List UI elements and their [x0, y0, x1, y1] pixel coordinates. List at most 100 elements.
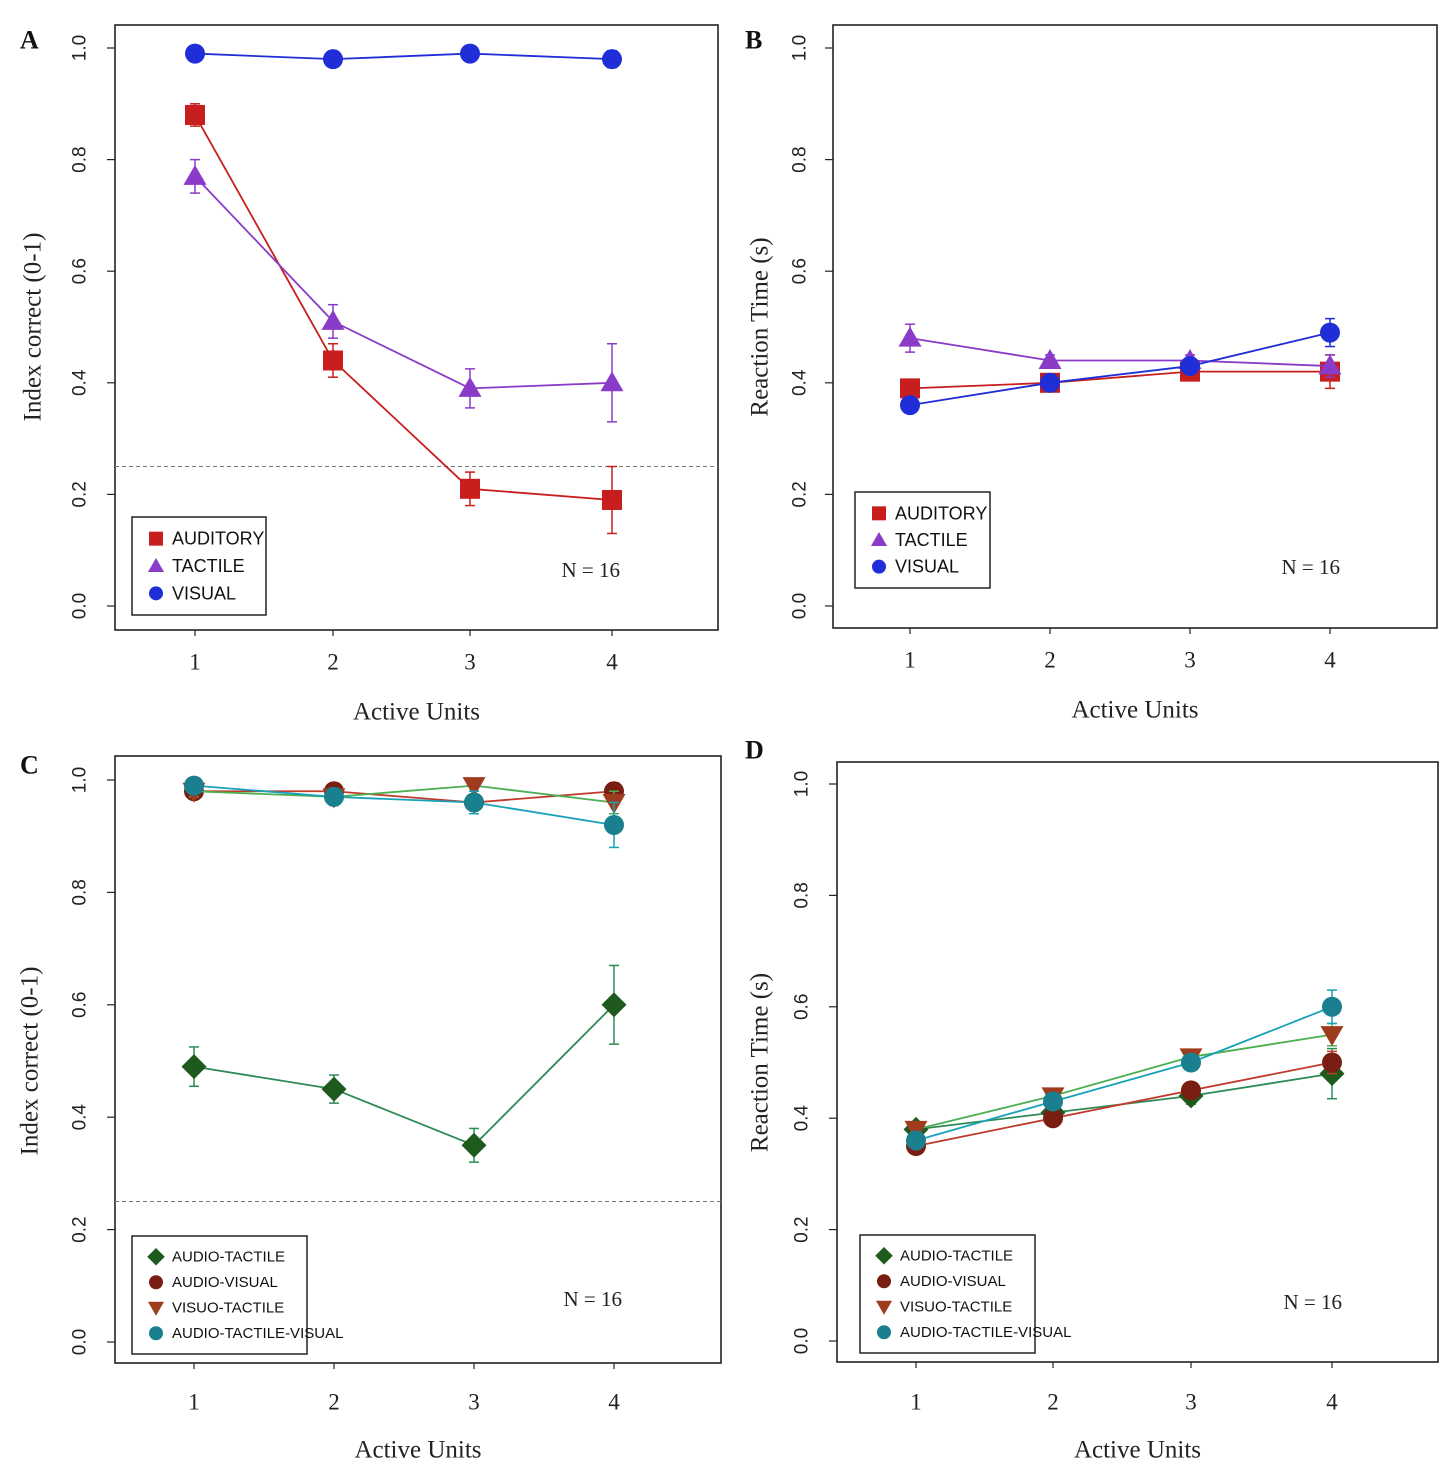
panel-c-series-audio-tactile-point: [181, 1054, 207, 1080]
panel-a-ytick-label: 0.6: [70, 258, 91, 284]
panel-a-series-auditory-point: [185, 104, 205, 125]
panel-d-xtick-label: 2: [1047, 1390, 1059, 1415]
panel-a-series-tactile-line: [194, 175, 613, 390]
panel-c-series-visuo-tactile-line: [193, 784, 615, 804]
panel-d-series-audio-visual-line: [915, 1061, 1333, 1147]
panel-c-legend-audio-visual-marker: [149, 1275, 163, 1290]
panel-b-series-visual-point: [900, 395, 920, 416]
panel-d-ytick-label: 0.6: [792, 994, 813, 1020]
panel-a-series-auditory-line: [194, 114, 613, 501]
panel-d-ytick-label: 0.8: [792, 882, 813, 908]
panel-c-ytick-label: 0.8: [70, 879, 91, 905]
panel-c-n-annotation: N = 16: [563, 1287, 622, 1311]
panel-c-legend-audio-tactile-visual-label: AUDIO-TACTILE-VISUAL: [172, 1325, 343, 1342]
panel-b-series-tactile-point: [1318, 354, 1342, 375]
panel-b-ytick-label: 1.0: [790, 35, 811, 61]
panel-a-series-auditory-point: [323, 350, 343, 371]
panel-c-xtick-label: 4: [608, 1390, 620, 1415]
panel-c-ytick-label: 0.0: [70, 1329, 91, 1355]
panel-d-legend-audio-tactile-label: AUDIO-TACTILE: [900, 1247, 1013, 1264]
panel-c-ytick-label: 0.4: [70, 1104, 91, 1131]
panel-d-ytick-label: 0.0: [792, 1328, 813, 1354]
panel-a-legend-tactile-label: TACTILE: [172, 556, 245, 576]
panel-b-series-tactile-point: [898, 326, 922, 347]
panel-c-ytick-label: 1.0: [70, 767, 91, 793]
panel-c-legend-audio-visual-label: AUDIO-VISUAL: [172, 1274, 278, 1291]
panel-b-legend-auditory-label: AUDITORY: [895, 503, 987, 523]
panel-d-series-audio-visual-point: [1181, 1080, 1201, 1101]
panel-a-xtick-label: 1: [189, 650, 201, 675]
panel-d-series-visuo-tactile-point: [1320, 1026, 1344, 1047]
panel-b-legend-tactile-marker: [870, 531, 888, 546]
panel-b-legend-visual-label: VISUAL: [895, 557, 959, 577]
panel-d-series-audio-tactile-visual-point: [1043, 1091, 1063, 1112]
panel-d-plot-frame: [836, 761, 1439, 1363]
panel-b-series-tactile-line: [909, 337, 1331, 367]
panel-d-series-audio-tactile-visual-point: [906, 1130, 926, 1151]
panel-c-y-axis-label: Index correct (0-1): [17, 967, 44, 1156]
panel-c-series-audio-tactile-point: [601, 992, 627, 1018]
panel-a-series-visual-point: [602, 49, 622, 70]
panel-b-ytick-label: 0.8: [790, 146, 811, 172]
panel-a-xtick-label: 2: [327, 650, 339, 675]
panel-b-xtick-label: 2: [1044, 648, 1056, 673]
panel-a-series-auditory-point: [460, 478, 480, 499]
panel-a-legend-auditory-marker: [149, 531, 163, 546]
panel-d-ytick-label: 1.0: [792, 771, 813, 797]
panel-a-plot-frame: [114, 24, 719, 631]
panel-d-ytick-label: 0.2: [792, 1216, 813, 1242]
panel-d-legend-audio-visual-marker: [877, 1274, 891, 1289]
panel-a-series-tactile-point: [321, 309, 345, 330]
panel-c-x-axis-label: Active Units: [354, 1437, 481, 1464]
panel-a-x-axis-label: Active Units: [353, 699, 480, 726]
panel-c-legend-visuo-tactile-label: VISUO-TACTILE: [172, 1299, 284, 1316]
panel-b-series-visual-point: [1320, 322, 1340, 343]
panel-b-n-annotation: N = 16: [1281, 555, 1340, 579]
panel-a-series-tactile-point: [458, 376, 482, 397]
panel-b-xtick-label: 1: [904, 648, 916, 673]
panel-c-series-audio-tactile-point: [461, 1132, 487, 1158]
panel-c-ytick-label: 0.6: [70, 992, 91, 1018]
panel-d-series-audio-tactile-visual-point: [1181, 1052, 1201, 1073]
panel-d-legend-audio-tactile-marker: [875, 1247, 893, 1265]
panel-a-ytick-label: 0.2: [70, 481, 91, 507]
panel-b-legend-visual-marker: [872, 559, 886, 574]
panel-d-legend-audio-tactile-visual-marker: [877, 1325, 891, 1340]
panel-c-legend-audio-tactile-marker: [147, 1248, 165, 1266]
panel-b-series-visual-point: [1180, 356, 1200, 377]
panel-a-series-visual-line: [194, 52, 613, 61]
panel-a-series-tactile-point: [600, 371, 624, 392]
panel-b-y-axis-label: Reaction Time (s): [747, 237, 774, 416]
panel-d-n-annotation: N = 16: [1283, 1290, 1342, 1314]
panel-a-ytick-label: 1.0: [70, 35, 91, 61]
panel-c-xtick-label: 3: [468, 1390, 480, 1415]
panel-d-series-audio-visual-point: [1322, 1052, 1342, 1073]
panel-a-xtick-label: 3: [464, 650, 476, 675]
panel-c-series-visuo-tactile-point: [462, 777, 486, 798]
panel-b-series-auditory-point: [900, 378, 920, 399]
panel-d-y-axis-label: Reaction Time (s): [747, 973, 774, 1152]
panel-d-series-audio-visual-point: [1043, 1108, 1063, 1129]
panel-b-xtick-label: 4: [1324, 648, 1336, 673]
panel-b-series-tactile-point: [1038, 348, 1062, 369]
panel-b-ytick-label: 0.4: [790, 369, 811, 396]
panel-c-xtick-label: 1: [188, 1390, 200, 1415]
panel-a-legend-visual-label: VISUAL: [172, 583, 236, 603]
panel-a-legend-tactile-marker: [147, 557, 165, 572]
panel-b-xtick-label: 3: [1184, 648, 1196, 673]
panel-c-series-audio-tactile-visual-point: [464, 792, 484, 813]
panel-b-legend-tactile-label: TACTILE: [895, 530, 968, 550]
panel-b-plot-frame: [832, 24, 1438, 629]
panel-d-series-audio-tactile-visual-line: [915, 1005, 1333, 1142]
panel-b-ytick-label: 0.0: [790, 593, 811, 619]
panel-a-y-axis-label: Index correct (0-1): [20, 233, 47, 422]
panel-d-legend-audio-tactile-visual-label: AUDIO-TACTILE-VISUAL: [900, 1324, 1071, 1341]
panel-c-series-audio-tactile-line: [193, 1004, 615, 1147]
panel-c-series-audio-tactile-point: [321, 1076, 347, 1102]
panel-d-xtick-label: 4: [1326, 1390, 1338, 1415]
panel-c-legend-audio-tactile-visual-marker: [149, 1326, 163, 1341]
panel-b-series-visual-point: [1040, 372, 1060, 393]
panel-d-xtick-label: 1: [910, 1390, 922, 1415]
panel-b-series-visual-line: [909, 331, 1331, 407]
